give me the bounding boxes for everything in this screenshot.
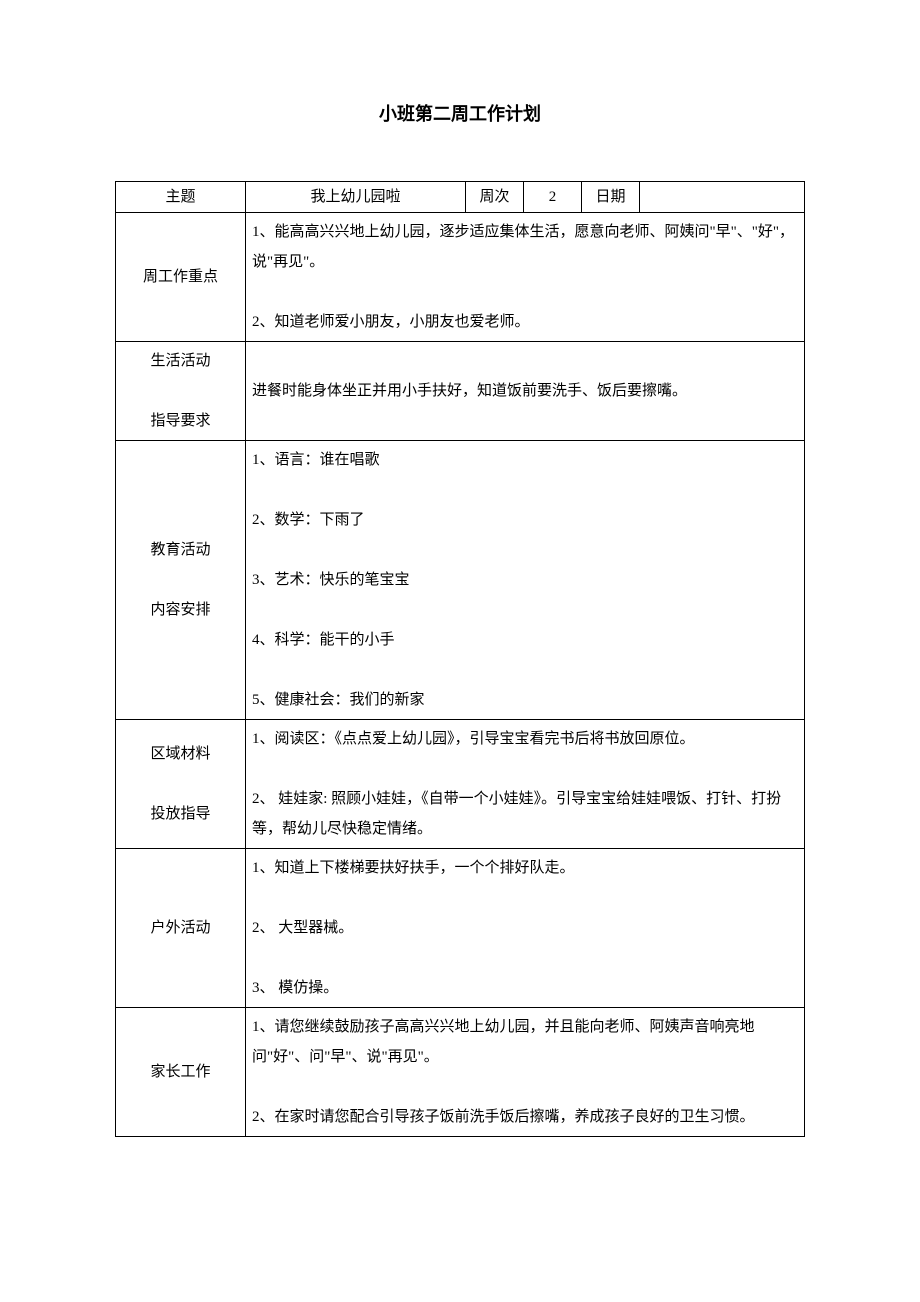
education-content: 1、语言：谁在唱歌 2、数学：下雨了 3、艺术：快乐的笔宝宝 4、科学：能干的小… <box>246 441 805 720</box>
header-row: 主题 我上幼儿园啦 周次 2 日期 <box>116 182 805 213</box>
topic-value: 我上幼儿园啦 <box>246 182 466 213</box>
parent-label: 家长工作 <box>116 1008 246 1137</box>
education-label: 教育活动 内容安排 <box>116 441 246 720</box>
focus-row: 周工作重点 1、能高高兴兴地上幼儿园，逐步适应集体生活，愿意向老师、阿姨问"早"… <box>116 213 805 342</box>
outdoor-row: 户外活动 1、知道上下楼梯要扶好扶手，一个个排好队走。 2、 大型器械。 3、 … <box>116 849 805 1008</box>
date-value <box>640 182 805 213</box>
document-title: 小班第二周工作计划 <box>115 100 805 126</box>
life-content: 进餐时能身体坐正并用小手扶好，知道饭前要洗手、饭后要擦嘴。 <box>246 342 805 441</box>
focus-label: 周工作重点 <box>116 213 246 342</box>
outdoor-label: 户外活动 <box>116 849 246 1008</box>
outdoor-content: 1、知道上下楼梯要扶好扶手，一个个排好队走。 2、 大型器械。 3、 模仿操。 <box>246 849 805 1008</box>
date-label: 日期 <box>582 182 640 213</box>
area-row: 区域材料 投放指导 1、阅读区：《点点爱上幼儿园》，引导宝宝看完书后将书放回原位… <box>116 720 805 849</box>
focus-content: 1、能高高兴兴地上幼儿园，逐步适应集体生活，愿意向老师、阿姨问"早"、"好"，说… <box>246 213 805 342</box>
week-value: 2 <box>524 182 582 213</box>
area-label: 区域材料 投放指导 <box>116 720 246 849</box>
parent-content: 1、请您继续鼓励孩子高高兴兴地上幼儿园，并且能向老师、阿姨声音响亮地问"好"、问… <box>246 1008 805 1137</box>
life-label: 生活活动 指导要求 <box>116 342 246 441</box>
week-label: 周次 <box>466 182 524 213</box>
area-content: 1、阅读区：《点点爱上幼儿园》，引导宝宝看完书后将书放回原位。 2、 娃娃家: … <box>246 720 805 849</box>
life-row: 生活活动 指导要求 进餐时能身体坐正并用小手扶好，知道饭前要洗手、饭后要擦嘴。 <box>116 342 805 441</box>
topic-label: 主题 <box>116 182 246 213</box>
parent-row: 家长工作 1、请您继续鼓励孩子高高兴兴地上幼儿园，并且能向老师、阿姨声音响亮地问… <box>116 1008 805 1137</box>
plan-table: 主题 我上幼儿园啦 周次 2 日期 周工作重点 1、能高高兴兴地上幼儿园，逐步适… <box>115 181 805 1137</box>
education-row: 教育活动 内容安排 1、语言：谁在唱歌 2、数学：下雨了 3、艺术：快乐的笔宝宝… <box>116 441 805 720</box>
